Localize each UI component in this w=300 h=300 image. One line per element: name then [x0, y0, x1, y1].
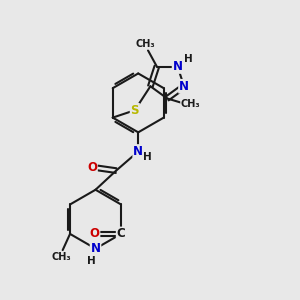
Text: N: N: [172, 60, 183, 73]
Text: H: H: [184, 54, 193, 64]
Text: N: N: [91, 242, 100, 255]
Text: H: H: [143, 152, 152, 162]
Text: O: O: [89, 227, 100, 240]
Text: S: S: [130, 104, 139, 117]
Text: CH₃: CH₃: [136, 39, 155, 49]
Text: CH₃: CH₃: [181, 99, 201, 110]
Text: H: H: [87, 256, 95, 266]
Text: N: N: [133, 145, 143, 158]
Text: N: N: [179, 80, 189, 93]
Text: O: O: [87, 161, 97, 174]
Text: C: C: [117, 227, 125, 240]
Text: CH₃: CH₃: [51, 253, 71, 262]
